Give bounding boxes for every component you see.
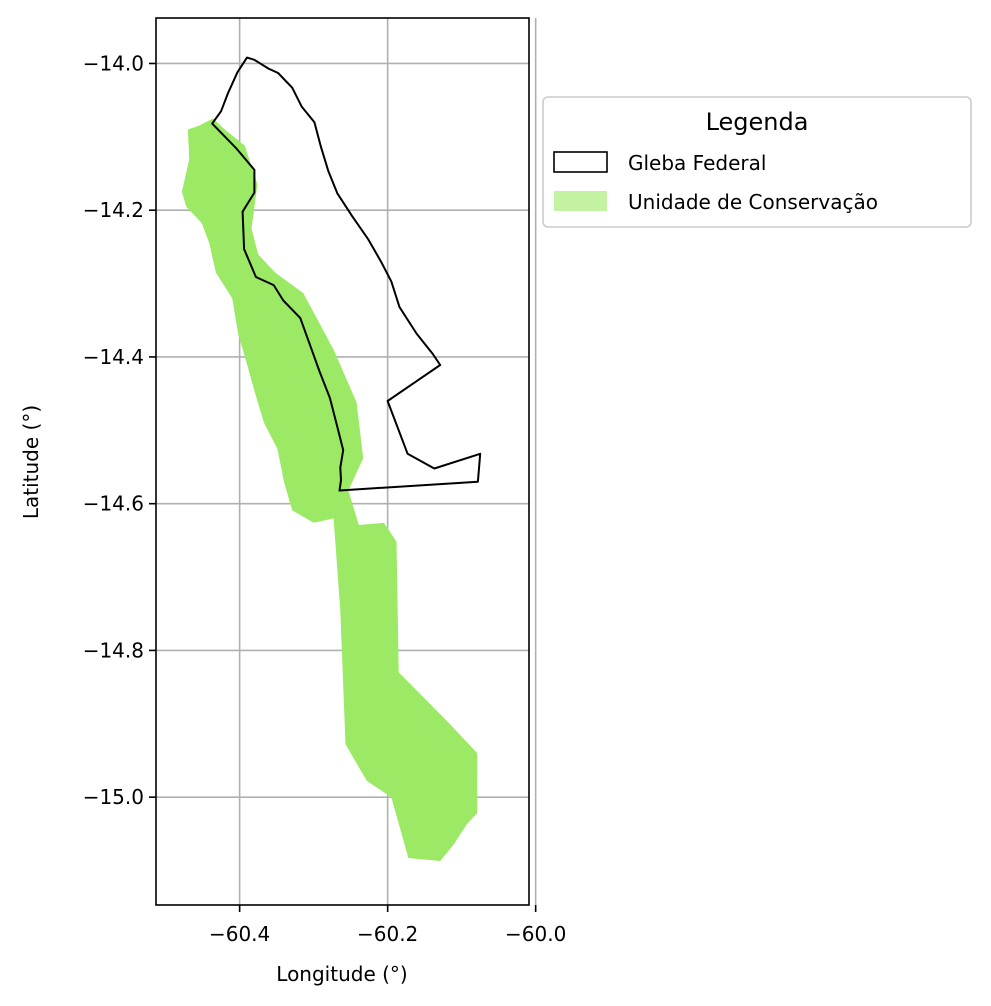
y-axis-ticks: −14.0 −14.2 −14.4 −14.6 −14.8 −15.0 <box>83 51 156 809</box>
x-axis-label: Longitude (°) <box>276 962 407 986</box>
legend-swatch-unidade-conservacao <box>554 191 607 211</box>
y-tick-label: −15.0 <box>83 785 144 809</box>
x-tick-label: −60.2 <box>357 922 418 946</box>
y-tick-label: −14.0 <box>83 51 144 75</box>
x-tick-label: −60.4 <box>209 922 270 946</box>
legend: Legenda Gleba Federal Unidade de Conserv… <box>542 96 972 228</box>
y-axis-label: Latitude (°) <box>19 405 43 519</box>
gleba-federal-boundary <box>211 56 482 492</box>
legend-title: Legenda <box>706 108 809 136</box>
y-tick-label: −14.4 <box>83 345 144 369</box>
legend-label-unidade-conservacao: Unidade de Conservação <box>628 190 878 214</box>
unidade-conservacao-area <box>181 118 478 861</box>
y-tick-label: −14.8 <box>83 638 144 662</box>
y-tick-label: −14.6 <box>83 492 144 516</box>
x-axis-ticks: −60.4 −60.2 −60.0 <box>209 905 566 946</box>
legend-swatch-gleba-federal <box>553 151 608 173</box>
axes-frame <box>155 17 530 906</box>
x-tick-label: −60.0 <box>505 922 566 946</box>
legend-label-gleba-federal: Gleba Federal <box>628 151 766 175</box>
legend-box <box>542 96 972 228</box>
y-tick-label: −14.2 <box>83 198 144 222</box>
